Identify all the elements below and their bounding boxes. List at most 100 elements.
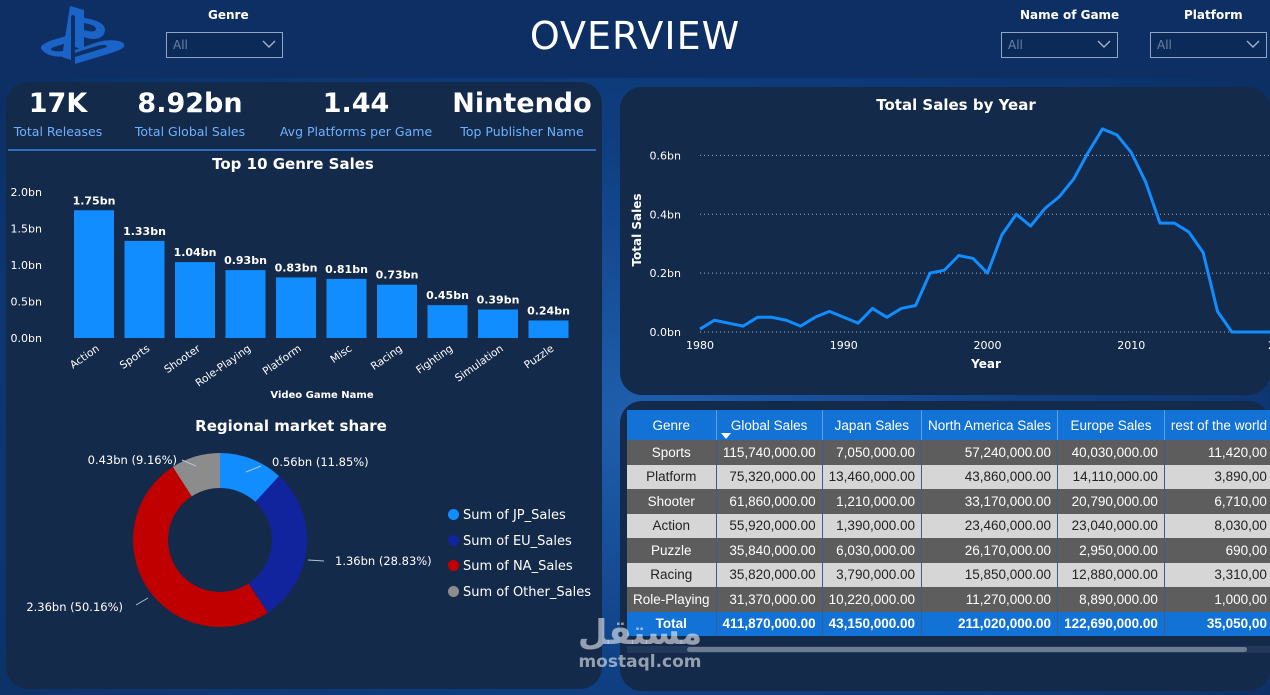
legend-label: Sum of JP_Sales	[463, 508, 566, 523]
value-cell: 11,270,000.00	[921, 587, 1059, 612]
bar	[478, 309, 518, 338]
column-header[interactable]: Genre	[627, 410, 717, 440]
bar-chart-title: Top 10 Genre Sales	[212, 155, 374, 173]
total-value-cell: 411,870,000.00	[716, 611, 823, 636]
value-cell: 75,320,000.00	[716, 464, 823, 489]
genre-cell: Racing	[627, 562, 717, 587]
table-row[interactable]: Action 55,920,000.00 1,390,000.00 23,460,00…	[627, 513, 1270, 538]
platform-filter-label: Platform	[1184, 8, 1243, 22]
bar	[377, 284, 417, 338]
scrollbar-thumb[interactable]	[687, 647, 1247, 652]
donut-slice	[248, 476, 308, 613]
value-cell: 33,170,000.00	[921, 489, 1059, 514]
kpi-total-global-sales: 8.92bn Total Global Sales	[124, 88, 256, 139]
value-cell: 20,790,000.00	[1057, 489, 1165, 514]
kpi-divider	[8, 149, 596, 151]
table-row[interactable]: Platform 75,320,000.00 13,460,000.00 43,860…	[627, 464, 1270, 489]
total-value-cell: 35,050,00	[1164, 611, 1270, 636]
genre-filter-label: Genre	[208, 8, 249, 22]
regional-share-donut-chart: 0.56bn (11.85%) 1.36bn (28.83%) 2.36bn (50…	[26, 453, 432, 627]
kpi-value: 8.92bn	[137, 88, 243, 119]
value-cell: 11,420,00	[1164, 440, 1270, 465]
x-tick-label: Platform	[261, 343, 304, 378]
data-label: 0.81bn	[325, 263, 368, 276]
leader-line	[135, 597, 149, 606]
data-label: 1.04bn	[174, 246, 217, 259]
leader-line	[181, 459, 197, 467]
x-tick-label: 2010	[1117, 339, 1145, 352]
donut-chart-title: Regional market share	[195, 417, 387, 435]
value-cell: 61,860,000.00	[716, 489, 823, 514]
y-axis-label: Total Sales	[630, 193, 644, 266]
legend-item-jp: Sum of JP_Sales	[448, 508, 566, 523]
kpi-label: Total Global Sales	[134, 124, 246, 139]
y-tick-label: 0.2bn	[650, 267, 681, 280]
y-tick-label: 0.0bn	[650, 326, 681, 339]
platform-filter-dropdown[interactable]: All	[1150, 32, 1267, 58]
table-row[interactable]: Racing 35,820,000.00 3,790,000.00 15,850,00…	[627, 562, 1270, 587]
y-tick-label: 0.4bn	[650, 208, 681, 221]
table-row[interactable]: Role-Playing 31,370,000.00 10,220,000.00 11…	[627, 587, 1270, 612]
x-tick-label: Sports	[118, 343, 152, 372]
genre-filter-dropdown[interactable]: All	[166, 32, 283, 58]
table-row[interactable]: Sports 115,740,000.00 7,050,000.00 57,240,0…	[627, 440, 1270, 465]
value-cell: 6,030,000.00	[822, 538, 923, 563]
line-chart-title: Total Sales by Year	[876, 96, 1036, 114]
column-header[interactable]: Global Sales	[716, 410, 823, 440]
bar	[74, 210, 114, 338]
value-cell: 15,850,000.00	[921, 562, 1059, 587]
column-header[interactable]: Japan Sales	[822, 410, 923, 440]
watermark-latin: mostaql.com	[578, 652, 702, 672]
bar	[326, 278, 367, 338]
bar	[276, 277, 316, 338]
genre-filter-value: All	[173, 38, 188, 52]
kpi-label: Avg Platforms per Game	[279, 124, 433, 139]
y-tick-label: 0.0bn	[11, 332, 42, 345]
value-cell: 13,460,000.00	[822, 464, 923, 489]
bar	[124, 240, 165, 338]
leader-line	[245, 465, 262, 473]
x-tick-label: Racing	[369, 343, 405, 373]
value-cell: 8,890,000.00	[1057, 587, 1165, 612]
series-line	[699, 127, 1270, 334]
x-tick-label: 1980	[686, 339, 714, 352]
total-value-cell: 211,020,000.00	[921, 611, 1059, 636]
game-filter-dropdown[interactable]: All	[1001, 32, 1118, 58]
y-tick-label: 2.0bn	[11, 186, 42, 199]
chevron-down-icon	[1097, 40, 1111, 48]
total-label-cell: Total	[627, 611, 717, 636]
value-cell: 12,880,000.00	[1057, 562, 1165, 587]
x-tick-label: Shooter	[162, 342, 203, 376]
data-label: 1.75bn	[73, 194, 116, 207]
data-label: 0.45bn	[426, 289, 469, 302]
legend-label: Sum of Other_Sales	[463, 585, 591, 600]
legend-item-eu: Sum of EU_Sales	[448, 534, 572, 549]
watermark: مستقل mostaql.com	[560, 614, 720, 672]
column-header[interactable]: Europe Sales	[1057, 410, 1165, 440]
table-row[interactable]: Puzzle 35,840,000.00 6,030,000.00 26,170,00…	[627, 538, 1270, 563]
legend-swatch	[448, 535, 459, 546]
kpi-top-publisher: Nintendo Top Publisher Name	[452, 88, 592, 139]
table-row[interactable]: Shooter 61,860,000.00 1,210,000.00 33,170,0…	[627, 489, 1270, 514]
data-label: 1.33bn	[123, 225, 166, 238]
sales-by-year-line-chart: 0.0bn 0.2bn 0.4bn 0.6bn 1980 1990 2000 2010 20 To…	[630, 127, 1270, 371]
left-panel	[6, 82, 602, 689]
kpi-value: Nintendo	[452, 88, 592, 119]
horizontal-scrollbar[interactable]	[627, 646, 1270, 653]
y-tick-label: 1.0bn	[11, 259, 42, 272]
y-tick-label: 1.5bn	[11, 223, 42, 236]
x-tick-label: Misc	[328, 343, 354, 366]
watermark-arabic: مستقل	[577, 613, 703, 653]
data-label: 0.24bn	[527, 304, 570, 317]
donut-slice	[172, 453, 220, 497]
x-tick-label: Action	[68, 343, 102, 372]
column-header[interactable]: rest of the world	[1164, 410, 1270, 440]
value-cell: 23,040,000.00	[1057, 513, 1165, 538]
column-header[interactable]: North America Sales	[921, 410, 1059, 440]
data-label: 0.39bn	[477, 294, 520, 307]
legend-swatch	[448, 509, 459, 520]
x-axis-label: Video Game Name	[270, 390, 373, 401]
y-axis-label: Total Sales	[6, 238, 7, 299]
line-chart-panel	[620, 87, 1270, 395]
donut-slice	[220, 453, 280, 502]
